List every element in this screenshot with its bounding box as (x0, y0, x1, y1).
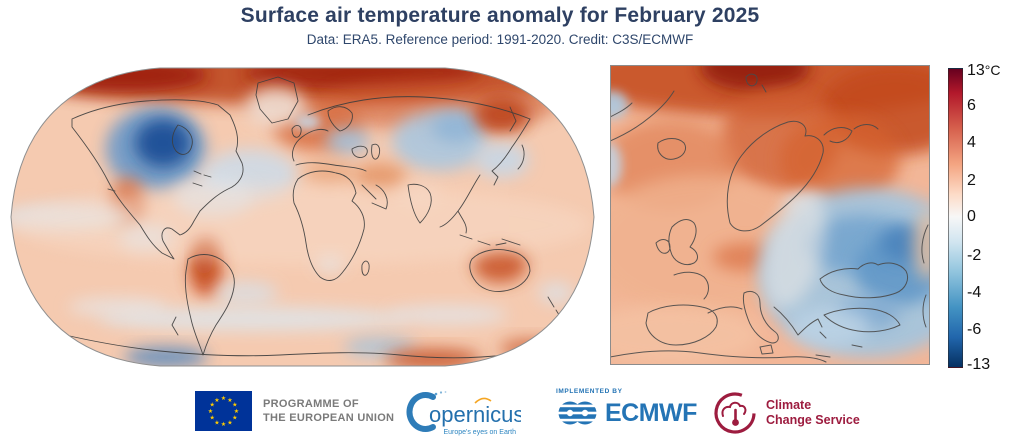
climate-change-service-icon (714, 392, 756, 434)
europe-panel-frame (610, 65, 930, 365)
implemented-by-label: IMPLEMENTED BY (556, 388, 623, 395)
colorbar-tick: 13°C (967, 62, 1001, 80)
c3s-line2: Change Service (766, 413, 860, 427)
copernicus-logo-svg: opernicus Europe's eyes on Earth (406, 391, 524, 436)
svg-text:★: ★ (214, 397, 219, 404)
colorbar-tick-labels: 13°C 6 4 2 0 -2 -4 -6 -13 (967, 62, 1024, 373)
eu-programme-logo: ★ ★ ★ ★ ★ ★ ★ ★ ★ ★ ★ ★ PROGRAMME OF THE EUROP… (195, 391, 394, 431)
eu-flag-icon: ★ ★ ★★ ★★ ★★ ★★ ★★ (195, 391, 252, 431)
ecmwf-logo: IMPLEMENTED BY ECMWF (556, 388, 697, 428)
page-title: Surface air temperature anomaly for Febr… (240, 4, 760, 27)
svg-text:★: ★ (221, 395, 226, 402)
svg-text:★: ★ (210, 402, 215, 409)
climate-change-service-text: Climate Change Service (766, 398, 860, 428)
copernicus-orbit-icon (474, 397, 492, 404)
copernicus-c-icon (406, 392, 436, 432)
copernicus-wordmark: opernicus (429, 402, 521, 427)
world-anomaly-field (11, 68, 594, 366)
world-map-panel (10, 67, 595, 367)
colorbar-tick: -13 (967, 356, 991, 373)
colorbar: 13°C 6 4 2 0 -2 -4 -6 -13 (948, 62, 1001, 373)
c3s-line1: Climate (766, 398, 812, 412)
svg-text:★: ★ (232, 415, 237, 422)
eu-programme-line2: THE EUROPEAN UNION (263, 412, 395, 424)
colorbar-unit: °C (984, 62, 1001, 78)
colorbar-tick: 2 (967, 171, 976, 189)
europe-coastline-outlines (610, 73, 929, 363)
svg-text:★: ★ (227, 397, 232, 404)
ecmwf-icon (556, 401, 600, 425)
europe-map-panel (610, 65, 930, 365)
eu-programme-line1: PROGRAMME OF (263, 398, 359, 410)
svg-text:★: ★ (208, 408, 213, 415)
eu-programme-text: PROGRAMME OF THE EUROPEAN UNION (263, 397, 394, 425)
svg-text:★: ★ (221, 421, 226, 428)
colorbar-tick: -6 (967, 320, 982, 338)
europe-anomaly-field (610, 65, 930, 365)
colorbar-tick: -2 (967, 246, 982, 264)
figure-subtitle: Data: ERA5. Reference period: 1991-2020.… (306, 32, 694, 47)
svg-text:★: ★ (227, 419, 232, 426)
projection-outline (10, 67, 595, 367)
climate-change-service-logo: Climate Change Service (712, 390, 860, 436)
svg-text:★: ★ (234, 408, 239, 415)
copernicus-tagline: Europe's eyes on Earth (443, 429, 516, 436)
footer-logos: ★ ★ ★ ★ ★ ★ ★ ★ ★ ★ ★ ★ PROGRAMME OF THE EUROP… (0, 386, 1024, 442)
ecmwf-wordmark: ECMWF (605, 398, 697, 427)
colorbar-gradient (948, 68, 963, 368)
svg-text:★: ★ (214, 419, 219, 426)
colorbar-tick: 4 (967, 134, 976, 151)
colorbar-tick: 6 (967, 97, 976, 115)
svg-text:★: ★ (210, 415, 215, 422)
tick-value: 13 (967, 62, 985, 79)
colorbar-tick: -4 (967, 284, 982, 301)
svg-text:★: ★ (232, 402, 237, 409)
figure-header: Surface air temperature anomaly for Febr… (0, 4, 1000, 47)
colorbar-tick: 0 (967, 208, 976, 226)
copernicus-logo: opernicus Europe's eyes on Earth (403, 387, 524, 444)
